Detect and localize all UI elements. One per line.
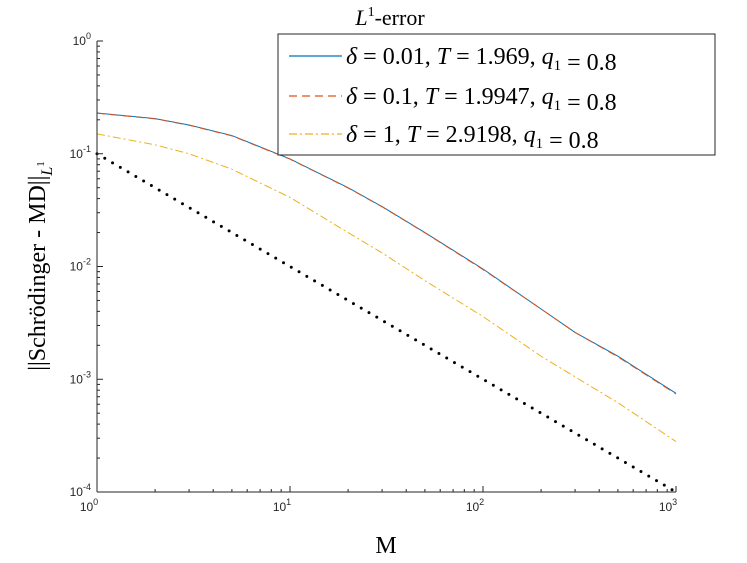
y-axis-label-main: ||Schrödinger - MD|| [25,176,51,371]
x-tick-label: 101 [273,497,291,514]
series-layer [95,112,678,494]
chart-title: L1-error [354,5,425,30]
series-line-1 [96,112,677,395]
title-sup: 1 [368,5,375,20]
y-axis-label: ||Schrödinger - MD||L1 [25,161,56,371]
y-tick-label: 10-1 [70,144,91,161]
series-line-2 [96,133,677,442]
y-tick-base: 10 [70,372,84,386]
x-tick-label: 100 [80,497,98,514]
y-tick-exp: 0 [86,31,91,41]
title-rest: -error [375,5,426,30]
y-tick-label: 10-4 [70,482,91,499]
y-tick-label: 100 [73,31,91,48]
y-tick-exp: -3 [83,369,91,379]
x-tick-label: 102 [466,497,484,514]
x-tick-label: 103 [659,497,677,514]
y-tick-base: 10 [70,485,84,499]
y-tick-base: 10 [73,34,87,48]
legend-box [277,33,716,156]
legend-label-0: δ = 0.01, T = 1.969, q1 = 0.8 [346,44,617,76]
x-tick-base: 10 [273,500,287,514]
x-tick-base: 10 [659,500,673,514]
y-tick-exp: -4 [83,482,91,492]
x-tick-exp: 2 [479,497,484,507]
y-tick-base: 10 [70,147,84,161]
y-tick-exp: -2 [83,257,91,267]
x-tick-base: 10 [80,500,94,514]
legend: δ = 0.01, T = 1.969, q1 = 0.8 δ = 0.1, T … [277,33,716,156]
x-tick-base: 10 [466,500,480,514]
legend-label-1: δ = 0.1, T = 1.9947, q1 = 0.8 [346,84,617,116]
x-tick-exp: 0 [93,497,98,507]
series-line-3 [95,152,678,494]
y-tick-base: 10 [70,260,84,274]
x-tick-exp: 3 [672,497,677,507]
x-axis-label: M [375,533,396,559]
y-tick-label: 10-2 [70,257,91,274]
y-axis-label-sub-sup: 1 [35,161,47,167]
title-base: L [354,5,367,30]
y-tick-label: 10-3 [70,369,91,386]
y-axis-label-sub: L [39,167,56,177]
x-tick-exp: 1 [286,497,291,507]
y-tick-exp: -1 [83,144,91,154]
legend-label-2: δ = 1, T = 2.9198, q1 = 0.8 [346,122,599,154]
